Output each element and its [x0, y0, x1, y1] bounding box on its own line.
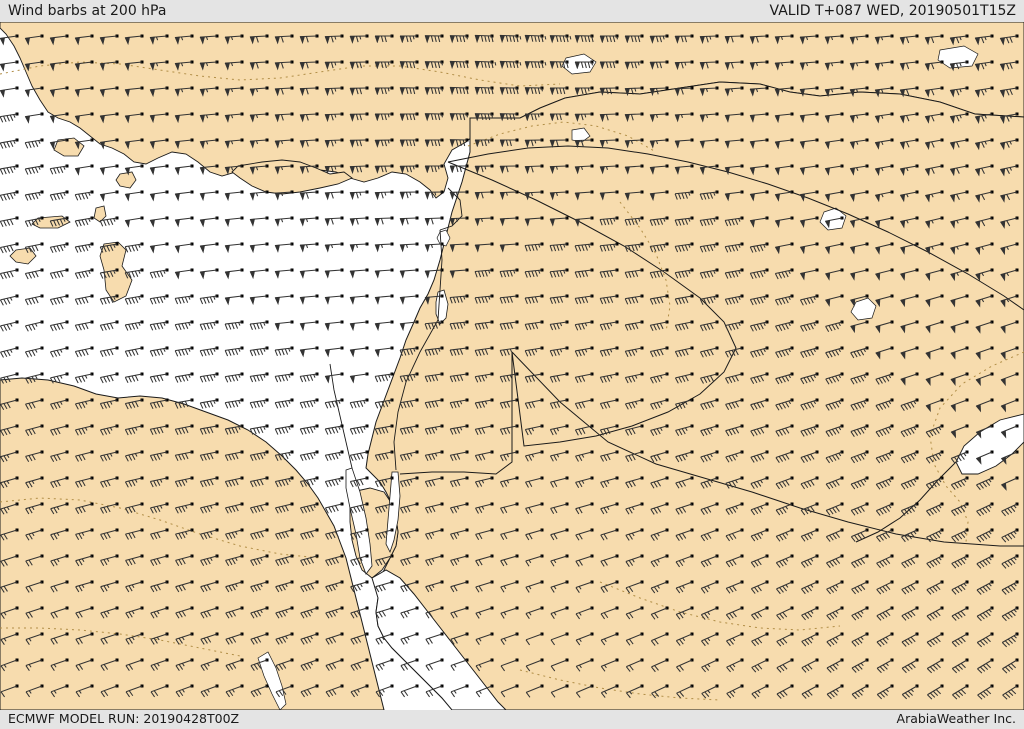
- valid-time-label: VALID T+087 WED, 20190501T15Z: [769, 3, 1016, 19]
- header-bar: Wind barbs at 200 hPa VALID T+087 WED, 2…: [0, 0, 1024, 22]
- land-levant-arabia: [365, 81, 1024, 710]
- geography-layer: [0, 22, 1024, 710]
- map-viewport[interactable]: [0, 22, 1024, 710]
- page-title: Wind barbs at 200 hPa: [8, 3, 167, 19]
